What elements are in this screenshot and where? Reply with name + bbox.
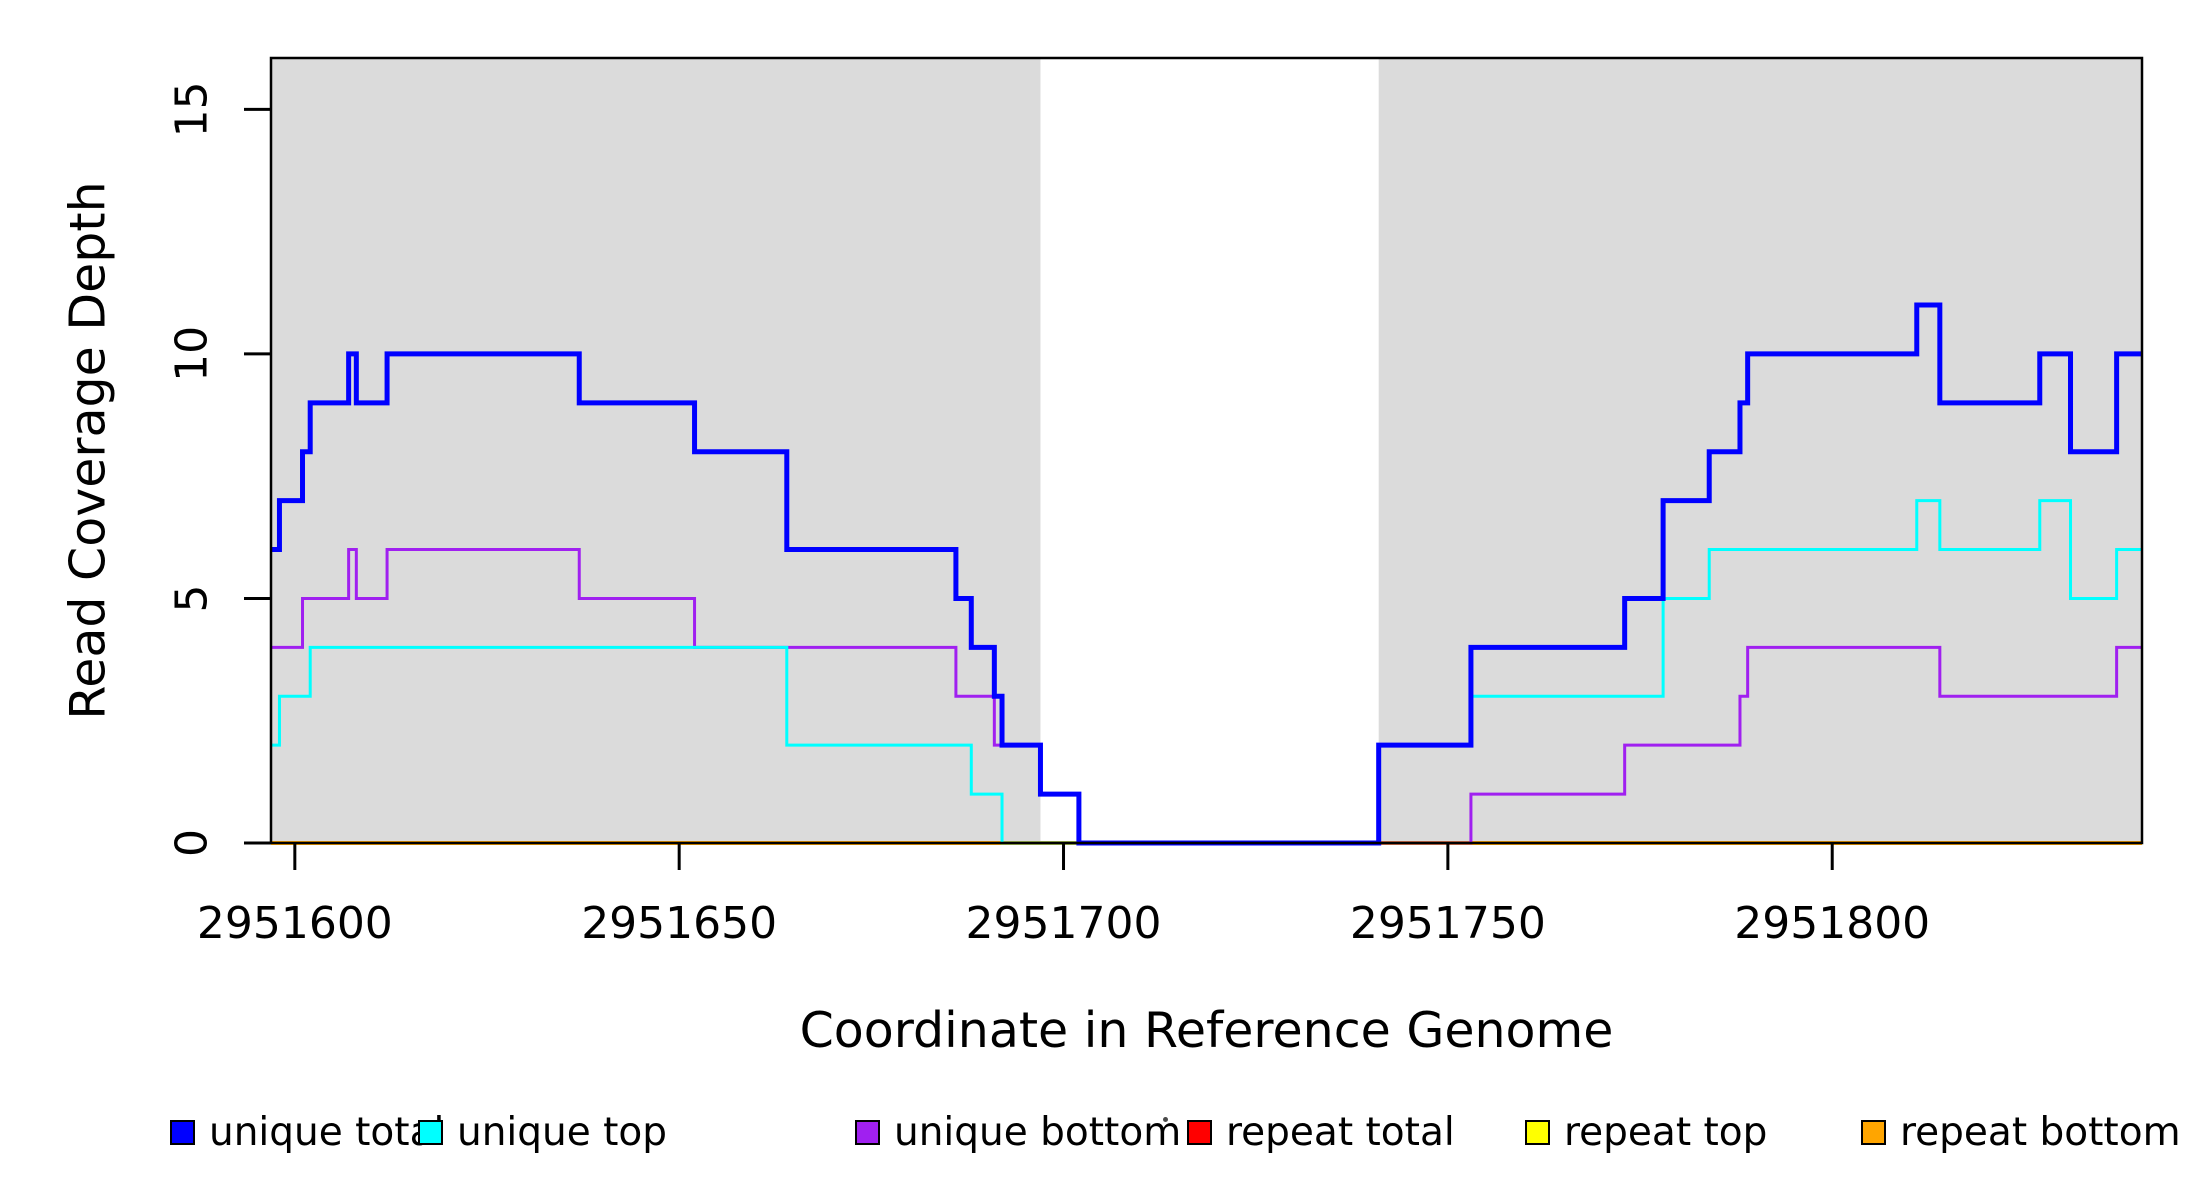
legend-item-unique-bottom: unique bottom xyxy=(855,1110,1181,1155)
x-tick-label: 2951750 xyxy=(1350,898,1546,949)
legend: unique total unique top unique bottom re… xyxy=(0,1110,2200,1155)
legend-swatch-unique-bottom xyxy=(855,1119,880,1145)
y-tick-label: 5 xyxy=(166,584,217,612)
x-tick-label: 2951600 xyxy=(197,898,393,949)
y-tick-label: 15 xyxy=(166,81,217,137)
legend-item-repeat-bottom: repeat bottom xyxy=(1861,1110,2181,1155)
plot-box xyxy=(269,56,2144,845)
stray-dot-artifact xyxy=(1163,1117,1168,1122)
x-tick-label: 2951800 xyxy=(1734,898,1930,949)
legend-label-unique-bottom: unique bottom xyxy=(894,1109,1182,1155)
y-tick-label: 10 xyxy=(166,326,217,382)
y-axis-title: Read Coverage Depth xyxy=(59,181,117,720)
legend-swatch-unique-total xyxy=(170,1119,195,1145)
shaded-region xyxy=(271,58,1041,843)
series-unique-top xyxy=(271,499,2142,845)
legend-item-unique-top: unique top xyxy=(418,1110,667,1155)
legend-label-repeat-bottom: repeat bottom xyxy=(1900,1109,2181,1155)
y-tick-label: 0 xyxy=(166,829,217,857)
legend-swatch-unique-top xyxy=(418,1119,443,1145)
legend-item-repeat-top: repeat top xyxy=(1525,1110,1767,1155)
x-axis-title: Coordinate in Reference Genome xyxy=(799,1002,1614,1059)
legend-item-unique-total: unique total xyxy=(170,1110,444,1155)
series-unique-total xyxy=(271,302,2142,846)
legend-swatch-repeat-top xyxy=(1525,1119,1550,1145)
legend-item-repeat-total: repeat total xyxy=(1187,1110,1455,1155)
x-tick-label: 2951650 xyxy=(581,898,777,949)
shaded-region xyxy=(1378,58,2142,843)
legend-swatch-repeat-bottom xyxy=(1861,1119,1886,1145)
legend-label-repeat-top: repeat top xyxy=(1564,1109,1768,1155)
legend-label-unique-total: unique total xyxy=(209,1109,445,1155)
legend-swatch-repeat-total xyxy=(1187,1119,1212,1145)
x-tick-label: 2951700 xyxy=(966,898,1162,949)
legend-label-unique-top: unique top xyxy=(457,1109,668,1155)
legend-label-repeat-total: repeat total xyxy=(1226,1109,1455,1155)
